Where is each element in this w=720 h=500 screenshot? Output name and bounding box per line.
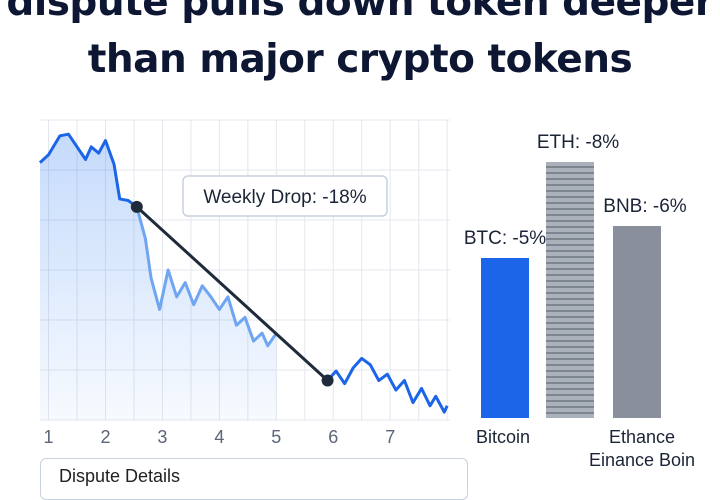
dispute-details-title: Dispute Details [59,466,181,486]
bar-category-label: Einance Boin [589,450,695,470]
bar-data-label: BTC: -5% [464,228,546,249]
x-tick-label: 5 [271,427,281,447]
x-tick-label: 4 [214,427,224,447]
annotation-box [182,175,388,217]
bar-binance-coin [613,226,661,418]
x-tick-label: 2 [100,427,110,447]
headline-line-2: than major crypto tokens [87,37,633,82]
series-line-main [38,132,138,209]
chart-canvas: Weekly Drop: -18% 1 2 3 4 5 6 7 BTC: -5% ETH: -8… [38,119,695,470]
dispute-details-panel: Dispute Details [40,458,468,500]
x-tick-label: 7 [385,427,395,447]
annotation-label: Weekly Drop: -18% [203,187,366,208]
series-line-decline [135,206,278,348]
bar-ethereum [546,162,594,418]
annotation-point-start [130,200,143,213]
line-chart: Weekly Drop: -18% 1 2 3 4 5 6 7 [38,119,450,447]
bar-category-label: Bitcoin [476,427,530,447]
annotation-line [135,205,329,382]
bar-data-label: ETH: -8% [537,132,619,153]
bar-data-label: BNB: -6% [603,196,687,217]
bar-chart: BTC: -5% ETH: -8% BNB: -6% Bitcoin Ethance Ei… [464,132,695,470]
annotation-point-end [321,374,334,387]
bar-category-label: Ethance [609,427,675,447]
x-tick-label: 1 [44,427,54,447]
area-fill [40,134,277,421]
x-tick-label: 3 [157,427,167,447]
headline-line-1: dispute pulls down token deeper [6,0,714,25]
series-line-tail [326,356,449,414]
bar-bitcoin [481,258,529,418]
x-tick-label: 6 [328,427,338,447]
